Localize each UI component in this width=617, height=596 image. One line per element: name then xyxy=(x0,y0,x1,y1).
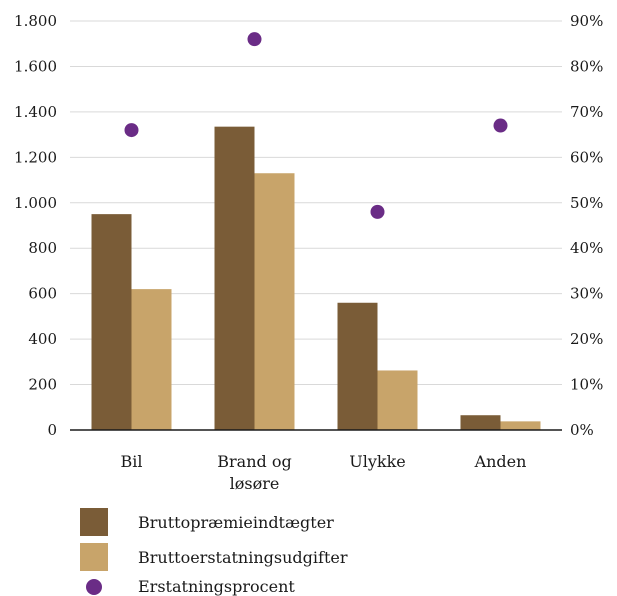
legend-label-claims: Bruttoerstatningsudgifter xyxy=(138,548,348,567)
scatter-point xyxy=(370,204,385,219)
y-left-tick-label: 200 xyxy=(28,376,57,394)
y-right-tick-label: 80% xyxy=(570,57,603,75)
y-left-tick-label: 0 xyxy=(47,421,57,439)
legend-label-premium: Bruttopræmieindtægter xyxy=(138,513,334,532)
bar xyxy=(91,214,132,430)
bar xyxy=(377,370,418,430)
y-right-tick-label: 30% xyxy=(570,285,603,303)
legend-swatch-premium xyxy=(80,508,108,536)
y-right-tick-label: 70% xyxy=(570,103,603,121)
scatter-point xyxy=(247,32,262,47)
legend-swatch-claims xyxy=(80,543,108,571)
bar xyxy=(131,289,172,430)
y-right-tick-label: 10% xyxy=(570,376,603,394)
x-category-label: Anden xyxy=(474,452,527,471)
y-left-tick-label: 1.000 xyxy=(14,194,57,212)
bar xyxy=(337,302,378,430)
y-left-tick-label: 400 xyxy=(28,330,57,348)
x-category-label: Ulykke xyxy=(349,452,406,471)
chart: 0 0% 200 10% 400 20% 600 30% 800 40% 1.000 50% 1.200… xyxy=(14,12,603,493)
y-left-tick-label: 1.600 xyxy=(14,57,57,75)
y-right-tick-label: 20% xyxy=(570,330,603,348)
legend-label-ratio: Erstatningsprocent xyxy=(138,577,295,596)
bar xyxy=(254,173,295,430)
scatter-point xyxy=(124,123,139,138)
y-left-tick-label: 1.800 xyxy=(14,12,57,30)
y-left-tick-label: 600 xyxy=(28,285,57,303)
bar xyxy=(214,126,255,431)
bar xyxy=(500,421,541,430)
x-category-label: Brand og løsøre xyxy=(217,452,291,493)
y-left-tick-label: 1.200 xyxy=(14,148,57,166)
y-right-tick-label: 0% xyxy=(570,421,594,439)
y-left-tick-label: 800 xyxy=(28,239,57,257)
y-right-tick-label: 40% xyxy=(570,239,603,257)
legend-marker-ratio xyxy=(86,579,102,595)
bar xyxy=(460,415,501,430)
scatter-point xyxy=(493,118,508,133)
y-right-tick-label: 50% xyxy=(570,194,603,212)
y-right-tick-label: 60% xyxy=(570,148,603,166)
y-right-tick-label: 90% xyxy=(570,12,603,30)
y-left-tick-label: 1.400 xyxy=(14,103,57,121)
x-category-label: Bil xyxy=(121,452,143,471)
